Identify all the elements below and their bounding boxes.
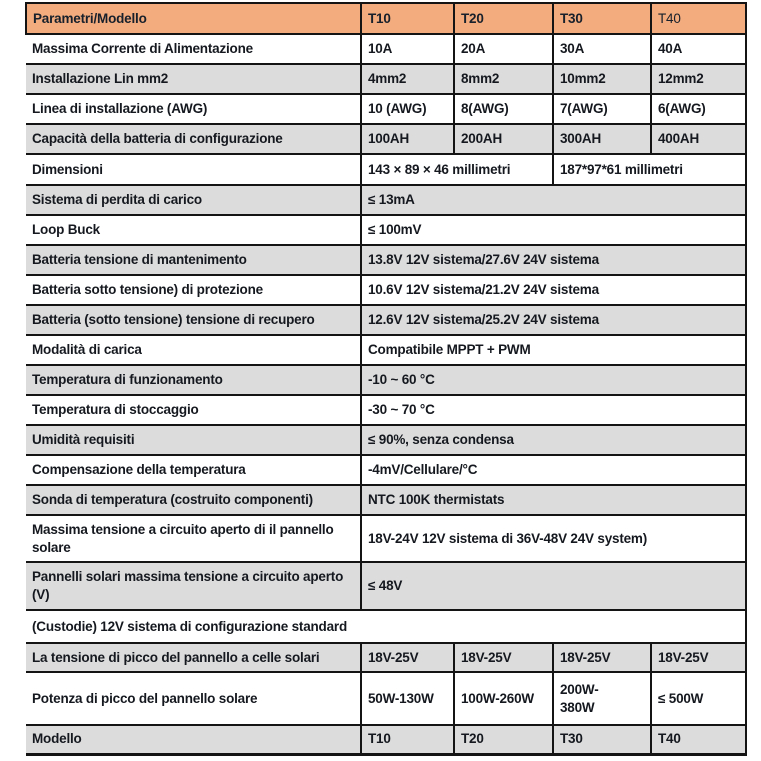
param-label: Dimensioni — [26, 153, 362, 186]
section-title: (Custodie) 12V sistema di configurazione… — [26, 609, 747, 644]
spec-value: T30 — [552, 724, 652, 755]
spec-value: 10.6V 12V sistema/21.2V 24V sistema — [360, 274, 747, 306]
spec-value: 18V-25V — [453, 642, 554, 673]
table-row: Sistema di perdita di carico ≤ 13mA — [26, 184, 747, 216]
table-row: Modalità di carica Compatibile MPPT + PW… — [26, 334, 747, 366]
param-label: La tensione di picco del pannello a cell… — [26, 642, 362, 673]
spec-value: ≤ 13mA — [360, 184, 747, 216]
header-row: Parametri/Modello T10 T20 T30 T40 — [25, 2, 747, 35]
spec-value: 13.8V 12V sistema/27.6V 24V sistema — [360, 244, 747, 276]
param-label: Batteria tensione di mantenimento — [26, 244, 362, 276]
param-label: Umidità requisiti — [26, 424, 362, 456]
spec-value: 10mm2 — [552, 63, 652, 95]
param-label: Linea di installazione (AWG) — [26, 93, 362, 125]
spec-value: Compatibile MPPT + PWM — [360, 334, 747, 366]
specification-table: Parametri/Modello T10 T20 T30 T40 Massim… — [25, 2, 747, 756]
spec-value: 6(AWG) — [650, 93, 747, 125]
table-row: Compensazione della temperatura -4mV/Cel… — [26, 454, 747, 486]
param-label: Modello — [26, 724, 362, 755]
table-row: Massima Corrente di Alimentazione 10A 20… — [26, 33, 747, 65]
spec-value: 8(AWG) — [453, 93, 554, 125]
spec-value: 20A — [453, 33, 554, 65]
param-label: Temperatura di funzionamento — [26, 364, 362, 396]
table-row: Modello T10 T20 T30 T40 — [26, 724, 747, 755]
table-row: Potenza di picco del pannello solare 50W… — [26, 671, 747, 726]
spec-value: 18V-25V — [552, 642, 652, 673]
param-label: Sistema di perdita di carico — [26, 184, 362, 216]
spec-value: 400AH — [650, 123, 747, 155]
spec-value: 100AH — [360, 123, 455, 155]
spec-value: NTC 100K thermistats — [360, 484, 747, 516]
spec-value: 143 × 89 × 46 millimetri — [360, 153, 554, 186]
spec-value: 187*97*61 millimetri — [552, 153, 747, 186]
spec-value: 4mm2 — [360, 63, 455, 95]
param-label: Pannelli solari massima tensione a circu… — [26, 561, 362, 611]
param-label: Sonda di temperatura (costruito componen… — [26, 484, 362, 516]
spec-value: 200W- 380W — [552, 671, 652, 726]
spec-value: 18V-25V — [360, 642, 455, 673]
spec-value: 40A — [650, 33, 747, 65]
header-model-t40: T40 — [650, 2, 747, 35]
table-row: Batteria sotto tensione) di protezione 1… — [26, 274, 747, 306]
spec-value: 18V-24V 12V sistema di 36V-48V 24V syste… — [360, 514, 747, 563]
table-row: Batteria (sotto tensione) tensione di re… — [26, 304, 747, 336]
table-row: Temperatura di funzionamento -10 ~ 60 °C — [26, 364, 747, 396]
spec-value: -4mV/Cellulare/°C — [360, 454, 747, 486]
spec-value: 100W-260W — [453, 671, 554, 726]
param-label: Installazione Lin mm2 — [26, 63, 362, 95]
spec-value: -30 ~ 70 °C — [360, 394, 747, 426]
table-row: Loop Buck ≤ 100mV — [26, 214, 747, 246]
table-row: Temperatura di stoccaggio -30 ~ 70 °C — [26, 394, 747, 426]
spec-value: 18V-25V — [650, 642, 747, 673]
spec-value: ≤ 90%, senza condensa — [360, 424, 747, 456]
spec-value: 30A — [552, 33, 652, 65]
spec-value: ≤ 500W — [650, 671, 747, 726]
table-row: Dimensioni 143 × 89 × 46 millimetri 187*… — [26, 153, 747, 186]
spec-value: T10 — [360, 724, 455, 755]
spec-value: 300AH — [552, 123, 652, 155]
header-model-t30: T30 — [552, 2, 652, 35]
spec-value: 12mm2 — [650, 63, 747, 95]
spec-value: 10 (AWG) — [360, 93, 455, 125]
table-row: Umidità requisiti ≤ 90%, senza condensa — [26, 424, 747, 456]
spec-value: 12.6V 12V sistema/25.2V 24V sistema — [360, 304, 747, 336]
param-label: Capacità della batteria di configurazion… — [26, 123, 362, 155]
table-row: Installazione Lin mm2 4mm2 8mm2 10mm2 12… — [26, 63, 747, 95]
spec-value: T20 — [453, 724, 554, 755]
header-param-label: Parametri/Modello — [25, 2, 362, 35]
param-label: Massima Corrente di Alimentazione — [26, 33, 362, 65]
param-label: Temperatura di stoccaggio — [26, 394, 362, 426]
header-model-t20: T20 — [453, 2, 554, 35]
section-row: (Custodie) 12V sistema di configurazione… — [26, 609, 747, 644]
param-label: Batteria sotto tensione) di protezione — [26, 274, 362, 306]
spec-value: ≤ 48V — [360, 561, 747, 611]
table-row: Batteria tensione di mantenimento 13.8V … — [26, 244, 747, 276]
spec-value: 50W-130W — [360, 671, 455, 726]
spec-value: 200AH — [453, 123, 554, 155]
spec-value: T40 — [650, 724, 747, 755]
param-label: Potenza di picco del pannello solare — [26, 671, 362, 726]
table-row: Massima tensione a circuito aperto di il… — [26, 514, 747, 563]
table-row: Linea di installazione (AWG) 10 (AWG) 8(… — [26, 93, 747, 125]
param-label: Batteria (sotto tensione) tensione di re… — [26, 304, 362, 336]
spec-value: 10A — [360, 33, 455, 65]
table-row: Pannelli solari massima tensione a circu… — [26, 561, 747, 611]
spec-value: 7(AWG) — [552, 93, 652, 125]
table-row: Capacità della batteria di configurazion… — [26, 123, 747, 155]
spec-value: 8mm2 — [453, 63, 554, 95]
spec-value: -10 ~ 60 °C — [360, 364, 747, 396]
spec-value: ≤ 100mV — [360, 214, 747, 246]
table-row: Sonda di temperatura (costruito componen… — [26, 484, 747, 516]
table-row: La tensione di picco del pannello a cell… — [26, 642, 747, 673]
param-label: Massima tensione a circuito aperto di il… — [26, 514, 362, 563]
header-model-t10: T10 — [360, 2, 455, 35]
param-label: Loop Buck — [26, 214, 362, 246]
param-label: Modalità di carica — [26, 334, 362, 366]
param-label: Compensazione della temperatura — [26, 454, 362, 486]
